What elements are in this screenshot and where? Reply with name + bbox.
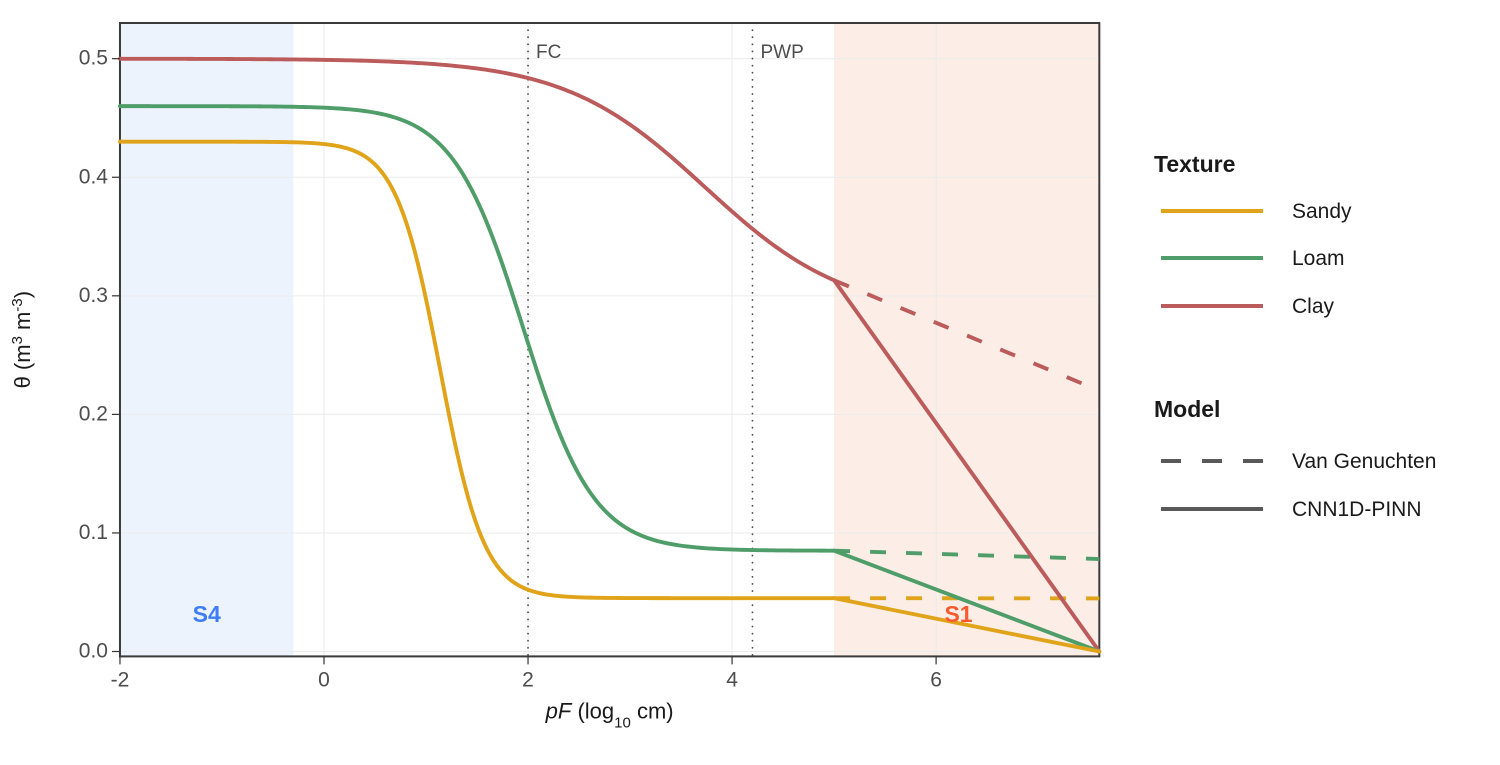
svg-text:0.5: 0.5	[79, 47, 108, 70]
svg-text:0.1: 0.1	[79, 521, 108, 544]
svg-text:0.0: 0.0	[79, 640, 108, 663]
svg-text:θ (m3 m-3): θ (m3 m-3)	[9, 291, 36, 388]
svg-text:Model: Model	[1154, 396, 1220, 422]
svg-text:Sandy: Sandy	[1292, 200, 1352, 223]
svg-text:PWP: PWP	[760, 42, 803, 63]
svg-text:0.2: 0.2	[79, 402, 108, 425]
svg-text:Van Genuchten: Van Genuchten	[1292, 450, 1436, 473]
svg-text:2: 2	[522, 668, 534, 691]
svg-text:pF (log10 cm): pF (log10 cm)	[545, 698, 674, 731]
svg-text:0.4: 0.4	[79, 165, 109, 188]
svg-text:Texture: Texture	[1154, 151, 1235, 177]
svg-text:0.3: 0.3	[79, 284, 108, 307]
svg-text:4: 4	[726, 668, 738, 691]
svg-text:-2: -2	[111, 668, 130, 691]
svg-text:6: 6	[930, 668, 942, 691]
svg-text:S1: S1	[944, 601, 972, 627]
svg-text:FC: FC	[536, 42, 561, 63]
svg-text:Clay: Clay	[1292, 295, 1335, 318]
svg-text:S4: S4	[193, 601, 221, 627]
svg-text:0: 0	[318, 668, 330, 691]
svg-text:CNN1D-PINN: CNN1D-PINN	[1292, 498, 1422, 521]
svg-text:Loam: Loam	[1292, 247, 1345, 270]
